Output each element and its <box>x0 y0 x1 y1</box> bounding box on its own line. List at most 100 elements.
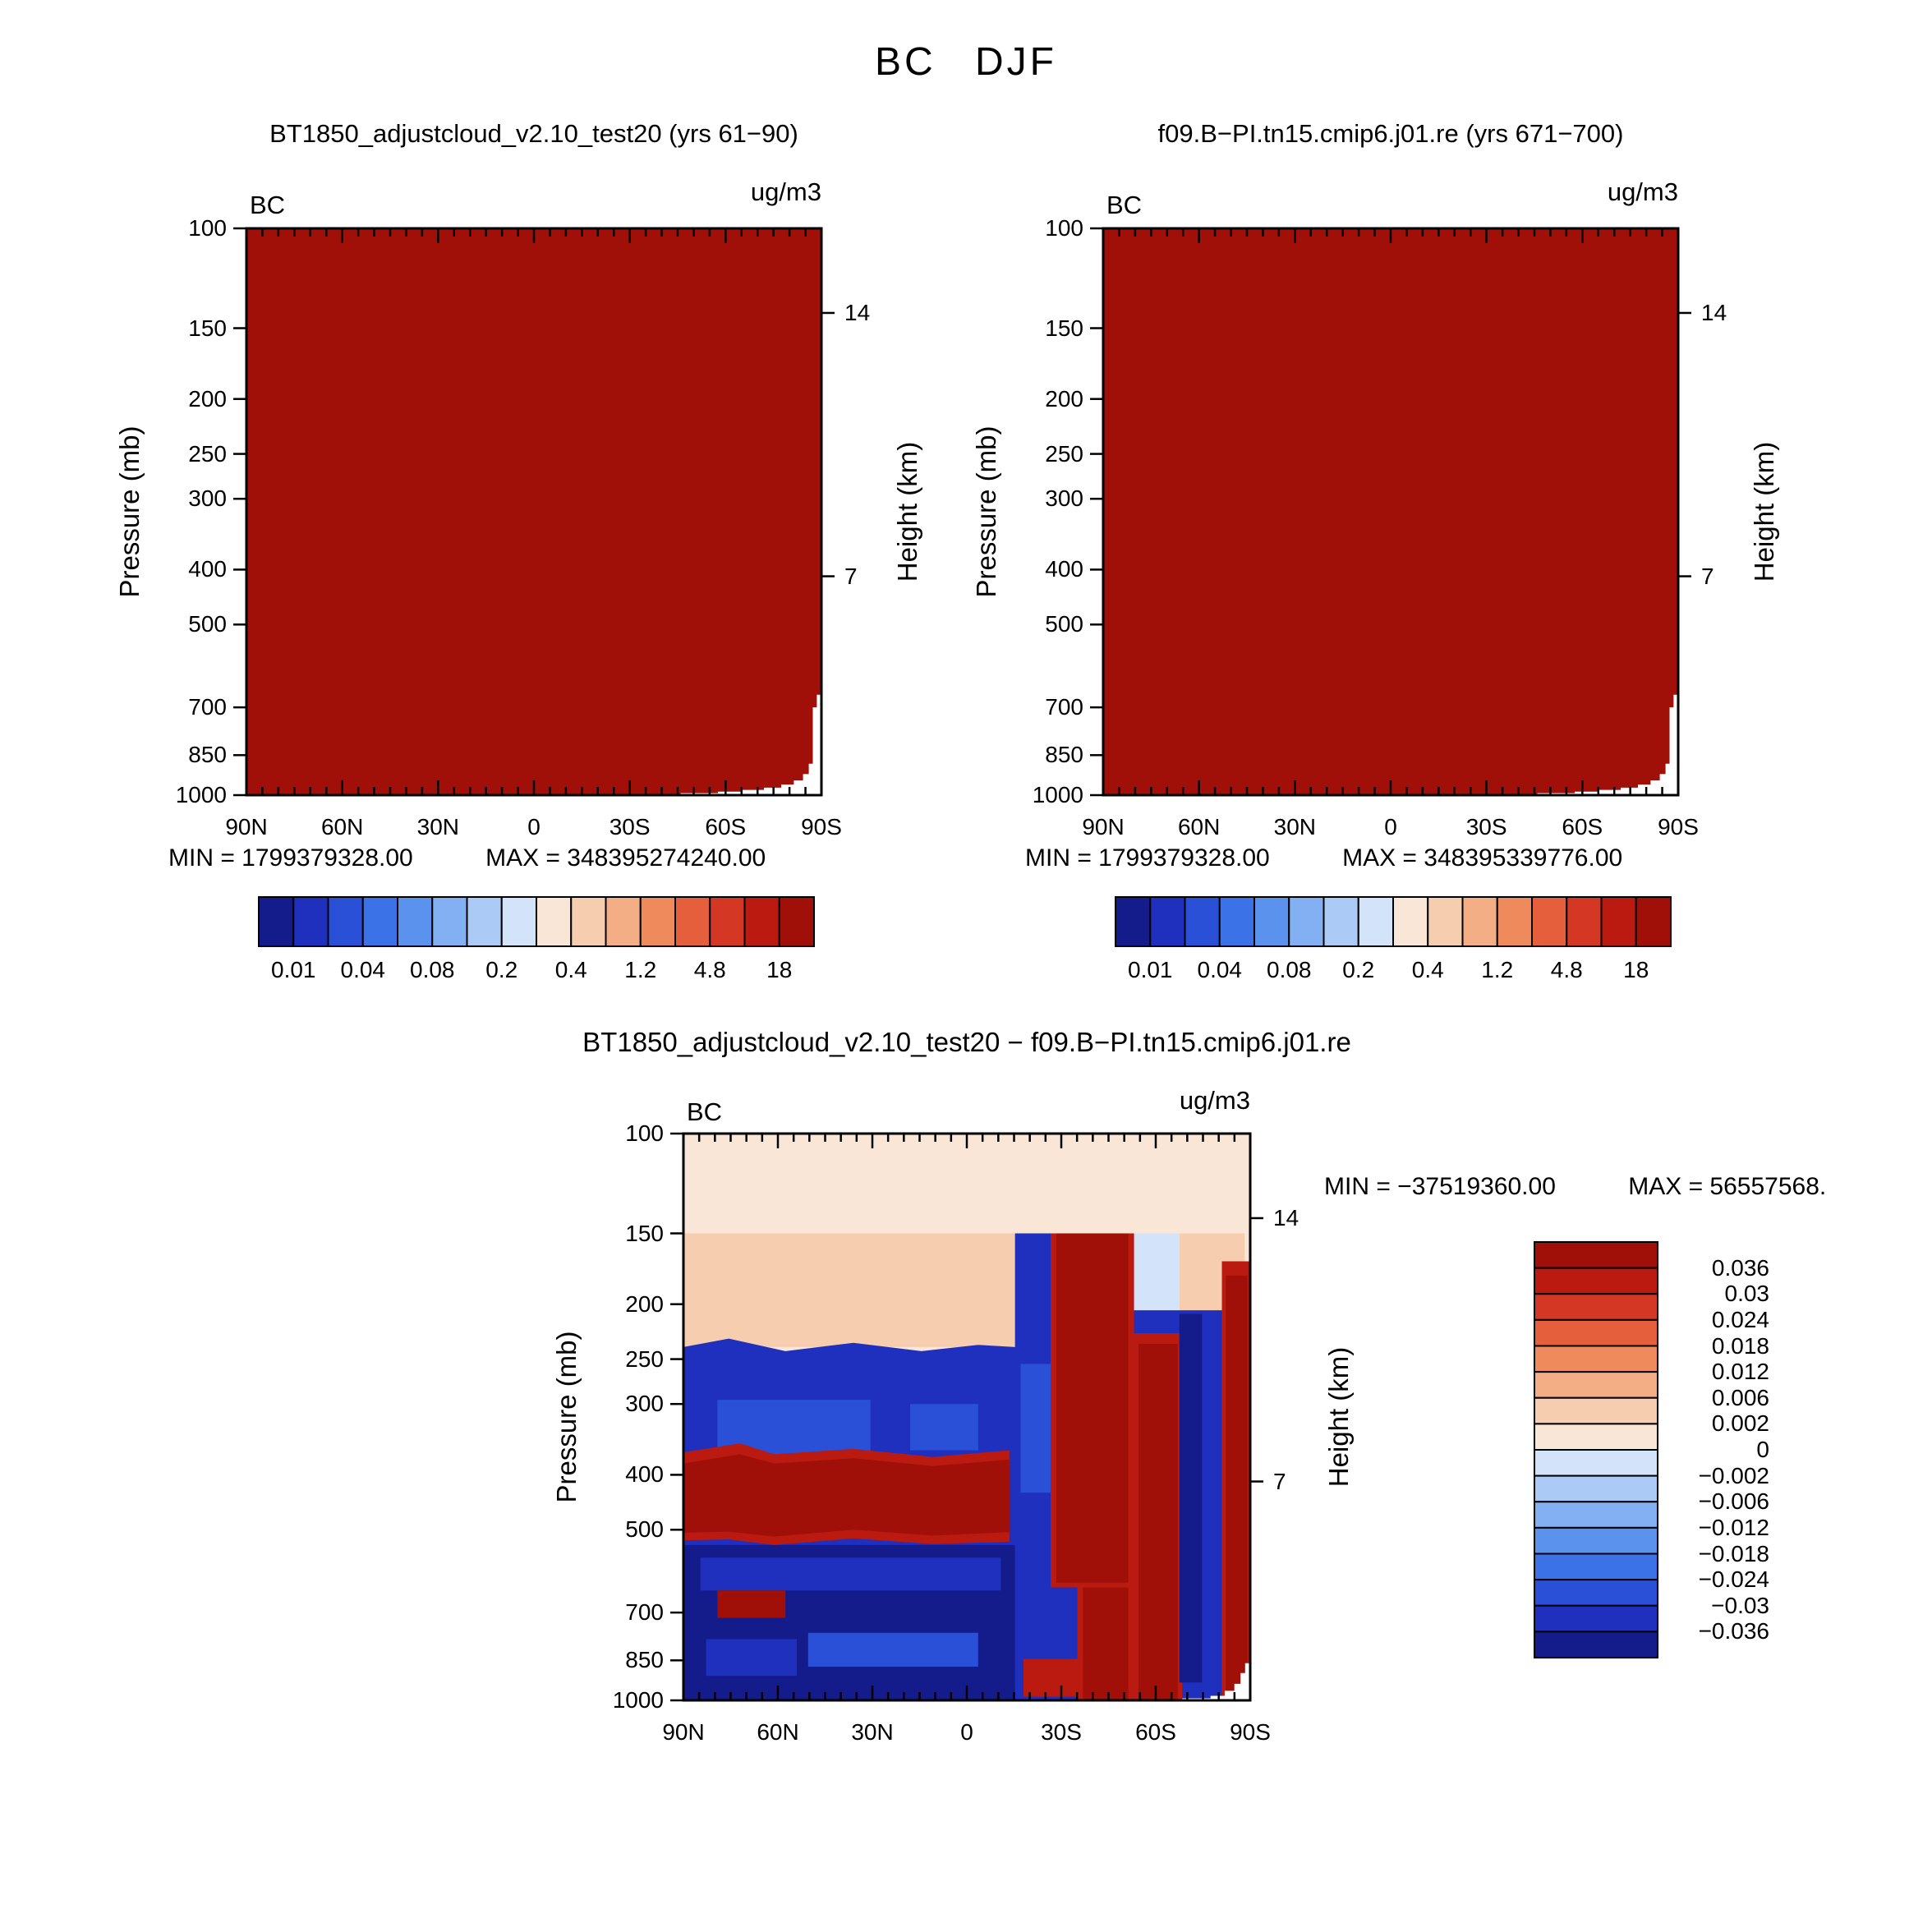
latitude-tick-label: 30N <box>1273 814 1317 840</box>
colorbar-tick-label: 0.01 <box>1128 957 1173 982</box>
colorbar-tick-label: 1.2 <box>624 957 657 982</box>
pressure-tick-label: 150 <box>188 315 227 341</box>
pressure-tick-label: 1000 <box>175 782 227 807</box>
diff-field-region <box>1083 1587 1129 1700</box>
colorbar-tick-label: 18 <box>1623 957 1649 982</box>
diff-field-region <box>706 1639 797 1677</box>
pressure-tick-label: 400 <box>188 556 227 582</box>
colorbar-tick-label: 0.2 <box>485 957 518 982</box>
colorbar-tick-label: 0.03 <box>1724 1281 1770 1307</box>
diff-panel-title: BT1850_adjustcloud_v2.10_test20 − f09.B−… <box>582 1027 1351 1057</box>
latitude-tick-label: 90S <box>801 814 842 840</box>
pressure-tick-label: 700 <box>188 694 227 720</box>
colorbar-tick-label: 0.2 <box>1342 957 1375 982</box>
field-fill <box>246 228 821 795</box>
pressure-tick-label: 200 <box>625 1290 664 1317</box>
pressure-tick-label: 150 <box>625 1220 664 1246</box>
latitude-tick-label: 90S <box>1658 814 1699 840</box>
diff-field-region <box>1226 1275 1248 1700</box>
latitude-tick-label: 30S <box>1041 1719 1082 1745</box>
stats-line-right: MIN = 1799379328.00 MAX = 348395339776.0… <box>1025 844 1622 872</box>
pressure-tick-label: 500 <box>188 611 227 637</box>
latitude-tick-label: 30N <box>851 1719 894 1745</box>
diff-field-region <box>807 1632 978 1667</box>
pressure-tick-label: 300 <box>625 1391 664 1417</box>
colorbar-tick-label: 0.04 <box>1197 957 1243 982</box>
pressure-tick-label: 250 <box>1045 440 1083 467</box>
colorbar-tick-label: 1.2 <box>1481 957 1514 982</box>
terrain-mask <box>1537 694 1678 795</box>
colorbar-tick-label: 0.08 <box>410 957 455 982</box>
pressure-tick-label: 200 <box>1045 385 1083 412</box>
panel-left-title: BT1850_adjustcloud_v2.10_test20 (yrs 61−… <box>269 119 798 148</box>
pressure-tick-label: 300 <box>1045 485 1083 512</box>
colorbar-tick-label: −0.018 <box>1698 1540 1769 1566</box>
colorbar-tick-label: 4.8 <box>1550 957 1583 982</box>
colorbar-tick-label: 0.04 <box>340 957 386 982</box>
figure-title: BC DJF <box>875 40 1057 84</box>
plot-top-left <box>233 227 835 797</box>
colorbar-tick-label: 0.036 <box>1711 1254 1769 1281</box>
colorbar-tick-label: −0.024 <box>1698 1566 1769 1593</box>
height-tick-label: 14 <box>1273 1204 1300 1230</box>
colorbar-vertical <box>1534 1241 1658 1658</box>
max-value: MAX = 348395274240.00 <box>485 844 766 872</box>
diff-field-region <box>683 1454 1010 1537</box>
pressure-tick-label: 850 <box>188 742 227 768</box>
latitude-tick-label: 90S <box>1230 1719 1271 1745</box>
latitude-tick-label: 90N <box>662 1719 705 1745</box>
max-value: MAX = 348395339776.00 <box>1342 844 1623 872</box>
pressure-tick-label: 700 <box>1045 694 1083 720</box>
pressure-tick-label: 1000 <box>612 1687 664 1713</box>
latitude-tick-label: 60N <box>320 814 364 840</box>
latitude-tick-label: 60S <box>705 814 747 840</box>
diff-field-region <box>683 1233 1015 1347</box>
pressure-tick-label: 100 <box>625 1120 664 1146</box>
pressure-tick-label: 400 <box>1045 556 1083 582</box>
field-label-bc-right: BC <box>1106 191 1143 219</box>
height-tick-label: 7 <box>844 563 858 589</box>
diff-field-region <box>1024 1658 1083 1697</box>
latitude-tick-label: 60N <box>1177 814 1221 840</box>
colorbar-tick-label: 0 <box>1756 1437 1769 1462</box>
latitude-tick-label: 30S <box>609 814 651 840</box>
colorbar-tick-label: 0.024 <box>1711 1306 1769 1332</box>
stats-line-left: MIN = 1799379328.00 MAX = 348395274240.0… <box>168 844 766 872</box>
height-tick-label: 14 <box>1701 299 1727 325</box>
pressure-tick-label: 250 <box>188 440 227 467</box>
units-label-left: ug/m3 <box>750 177 821 206</box>
plot-border <box>245 227 823 797</box>
pressure-tick-label: 500 <box>1045 611 1083 637</box>
pressure-tick-label: 700 <box>625 1599 664 1626</box>
diff-field-region <box>717 1590 786 1618</box>
terrain-mask <box>680 694 821 795</box>
colorbar-tick-label: −0.036 <box>1698 1618 1769 1644</box>
stats-line-diff: MIN = −37519360.00 MAX = 56557568. <box>1324 1173 1826 1201</box>
latitude-tick-label: 90N <box>225 814 268 840</box>
min-value: MIN = 1799379328.00 <box>1025 844 1270 872</box>
diff-field-region <box>1179 1313 1203 1683</box>
units-label-right: ug/m3 <box>1607 177 1678 206</box>
latitude-tick-label: 30S <box>1465 814 1507 840</box>
pressure-tick-label: 100 <box>188 215 227 241</box>
pressure-tick-label: 400 <box>625 1461 664 1488</box>
latitude-tick-label: 60S <box>1135 1719 1176 1745</box>
tick-marks <box>233 227 835 797</box>
latitude-tick-label: 0 <box>1384 814 1397 840</box>
pressure-tick-label: 850 <box>1045 742 1083 768</box>
pressure-tick-label: 1000 <box>1032 782 1083 807</box>
latitude-tick-label: 30N <box>416 814 460 840</box>
height-tick-label: 14 <box>844 299 871 325</box>
latitude-tick-label: 0 <box>527 814 540 840</box>
field-label-bc-left: BC <box>250 191 286 219</box>
latitude-tick-label: 60S <box>1562 814 1603 840</box>
latitude-tick-label: 60N <box>757 1719 799 1745</box>
pressure-tick-label: 300 <box>188 485 227 512</box>
colorbar-tick-label: 0.01 <box>271 957 316 982</box>
pressure-tick-label: 200 <box>188 385 227 412</box>
colorbar-tick-label: −0.006 <box>1698 1488 1769 1515</box>
colorbar-tick-label: −0.03 <box>1711 1592 1769 1618</box>
